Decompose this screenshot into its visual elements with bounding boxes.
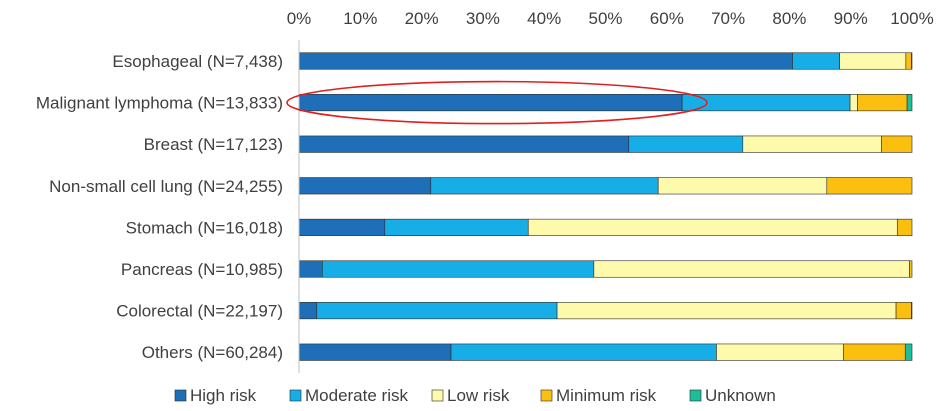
category-label: Breast (N=17,123): [144, 135, 283, 154]
legend-swatch: [689, 389, 702, 402]
annotation-ellipse: [286, 80, 708, 125]
category-label: Esophageal (N=7,438): [112, 52, 283, 71]
x-tick-label: 40%: [527, 9, 561, 28]
category-label: Non-small cell lung (N=24,255): [49, 177, 283, 196]
bar-segment: [843, 343, 906, 361]
annotation: [286, 80, 708, 125]
legend-swatch: [289, 389, 302, 402]
category-label: Pancreas (N=10,985): [121, 260, 283, 279]
bar-segment: [881, 135, 913, 153]
bar-segment: [316, 302, 558, 320]
category-label: Others (N=60,284): [142, 343, 283, 362]
bar-segment: [839, 52, 907, 70]
category-label: Colorectal (N=22,197): [116, 302, 283, 321]
bar-segment: [298, 343, 452, 361]
legend-label: Low risk: [447, 386, 510, 405]
x-axis-ticks: 0% 10% 20% 30% 40% 50% 60% 70% 80% 90% 100%: [287, 9, 934, 28]
bar-segment: [321, 260, 595, 278]
bar-segment: [298, 135, 630, 153]
x-tick-label: 50%: [588, 9, 622, 28]
x-tick-label: 10%: [343, 9, 377, 28]
legend-label: Moderate risk: [305, 386, 408, 405]
bar-segment: [849, 94, 858, 112]
bar-segment: [298, 260, 323, 278]
x-tick-label: 30%: [466, 9, 500, 28]
bar-segment: [904, 343, 913, 361]
x-tick-label: 90%: [834, 9, 868, 28]
bar-segment: [298, 302, 318, 320]
bar-segment: [895, 302, 912, 320]
legend-label: Minimum risk: [556, 386, 657, 405]
x-tick-label: 70%: [711, 9, 745, 28]
legend-swatch: [540, 389, 553, 402]
legend: High risk Moderate risk Low risk Minimum ri…: [174, 386, 776, 405]
bar-segment: [450, 343, 717, 361]
category-label: Malignant lymphoma (N=13,833): [36, 94, 283, 113]
x-tick-label: 20%: [405, 9, 439, 28]
bar-segment: [857, 94, 908, 112]
bar-segment: [593, 260, 910, 278]
bar-segment: [716, 343, 844, 361]
bar-segment: [556, 302, 897, 320]
bar-segment: [742, 135, 882, 153]
bar-segment: [906, 94, 913, 112]
category-labels: Esophageal (N=7,438) Malignant lymphoma (…: [36, 52, 283, 362]
x-tick-label: 60%: [650, 9, 684, 28]
legend-label: High risk: [190, 386, 257, 405]
x-tick-label: 80%: [772, 9, 806, 28]
bar-segment: [628, 135, 744, 153]
bar-segment: [792, 52, 840, 70]
bar-segment: [657, 177, 828, 195]
bar-segment: [298, 52, 793, 70]
bar-segment: [527, 218, 898, 236]
x-tick-label: 100%: [890, 9, 933, 28]
bar-segment: [905, 52, 912, 70]
bar-segment: [896, 218, 913, 236]
bar-segment: [430, 177, 659, 195]
category-label: Stomach (N=16,018): [126, 218, 283, 237]
legend-swatch: [174, 389, 187, 402]
legend-swatch: [431, 389, 444, 402]
bar-segment: [826, 177, 913, 195]
bar-segment: [298, 177, 432, 195]
bars: [298, 52, 913, 361]
legend-label: Unknown: [705, 386, 776, 405]
bar-segment: [298, 218, 386, 236]
x-tick-label: 0%: [287, 9, 312, 28]
bar-segment: [911, 52, 913, 70]
bar-segment: [909, 260, 913, 278]
bar-segment: [384, 218, 529, 236]
bar-segment: [911, 302, 913, 320]
bar-segment: [298, 94, 683, 112]
